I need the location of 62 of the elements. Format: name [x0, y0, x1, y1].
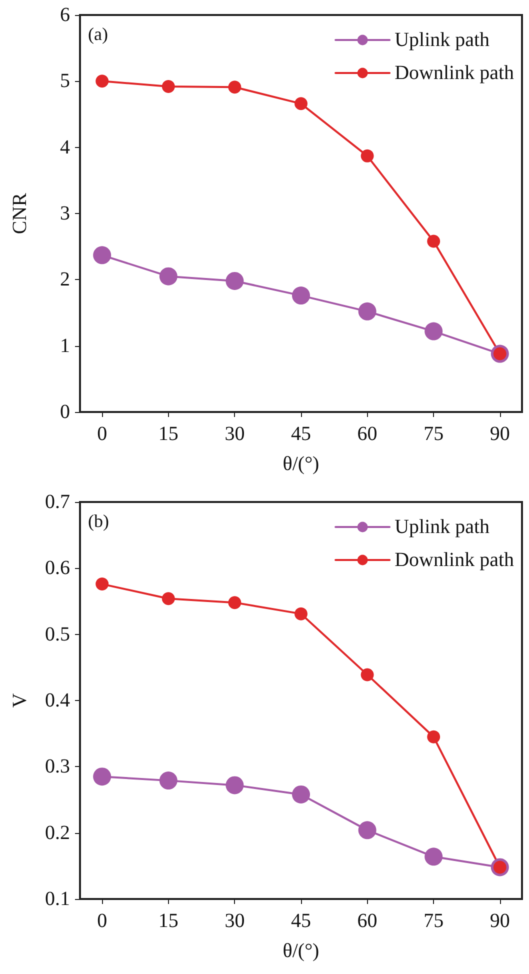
legend-label: Downlink path: [394, 62, 514, 84]
x-tick-label: 90: [490, 910, 510, 932]
point: [162, 80, 175, 93]
point: [292, 286, 310, 305]
point: [358, 302, 376, 320]
y-tick-label: 0.3: [45, 756, 70, 778]
point: [159, 267, 178, 286]
y-tick-label: 0.6: [45, 557, 70, 580]
point: [96, 578, 109, 591]
point: [93, 768, 112, 786]
x-tick-label: 60: [357, 423, 378, 445]
x-tick-label: 45: [291, 423, 311, 445]
x-tick-label: 75: [424, 910, 444, 932]
y-axis-title: CNR: [9, 192, 31, 234]
x-tick-label: 90: [490, 423, 510, 445]
x-tick-label: 30: [224, 423, 245, 445]
y-tick-label: 0.7: [45, 491, 70, 513]
point: [228, 80, 242, 94]
point: [358, 821, 376, 840]
y-tick-label: 3: [60, 202, 70, 224]
legend-label: Uplink path: [394, 29, 490, 51]
point: [292, 785, 310, 804]
x-axis-title: θ/(°): [282, 453, 320, 475]
point: [294, 97, 308, 110]
point: [360, 668, 374, 682]
y-tick-label: 0.2: [45, 822, 70, 844]
point: [228, 596, 242, 610]
y-tick-label: 0.5: [45, 623, 70, 646]
point: [226, 776, 244, 794]
x-tick-label: 60: [357, 910, 378, 932]
legend-label: Uplink path: [394, 516, 490, 538]
point: [96, 74, 109, 88]
point: [93, 246, 112, 264]
annotation: (b): [88, 511, 109, 531]
x-axis-title: θ/(°): [282, 940, 320, 962]
legend-label: Downlink path: [394, 549, 514, 571]
point: [427, 234, 440, 248]
y-tick-label: 5: [60, 70, 70, 92]
point: [427, 730, 440, 744]
x-tick-label: 75: [424, 423, 444, 445]
y-tick-label: 1: [60, 334, 70, 357]
y-tick-label: 2: [60, 268, 70, 291]
y-tick-label: 4: [60, 136, 70, 158]
annotation: (a): [88, 24, 108, 44]
point: [162, 592, 175, 606]
point: [226, 272, 244, 290]
y-tick-label: 6: [60, 4, 70, 26]
x-tick-label: 0: [97, 423, 108, 445]
x-tick-label: 45: [291, 910, 311, 932]
point: [424, 322, 443, 340]
point: [294, 607, 308, 620]
x-tick-label: 15: [158, 423, 178, 445]
x-tick-label: 30: [224, 910, 245, 932]
point: [360, 149, 374, 162]
y-tick-label: 0.1: [45, 888, 70, 910]
y-tick-label: 0: [60, 401, 70, 423]
y-axis-title: V: [9, 692, 31, 708]
point: [424, 848, 443, 866]
point: [159, 772, 178, 790]
y-tick-label: 0.4: [45, 690, 70, 712]
x-tick-label: 15: [158, 910, 178, 932]
x-tick-label: 0: [97, 910, 108, 932]
